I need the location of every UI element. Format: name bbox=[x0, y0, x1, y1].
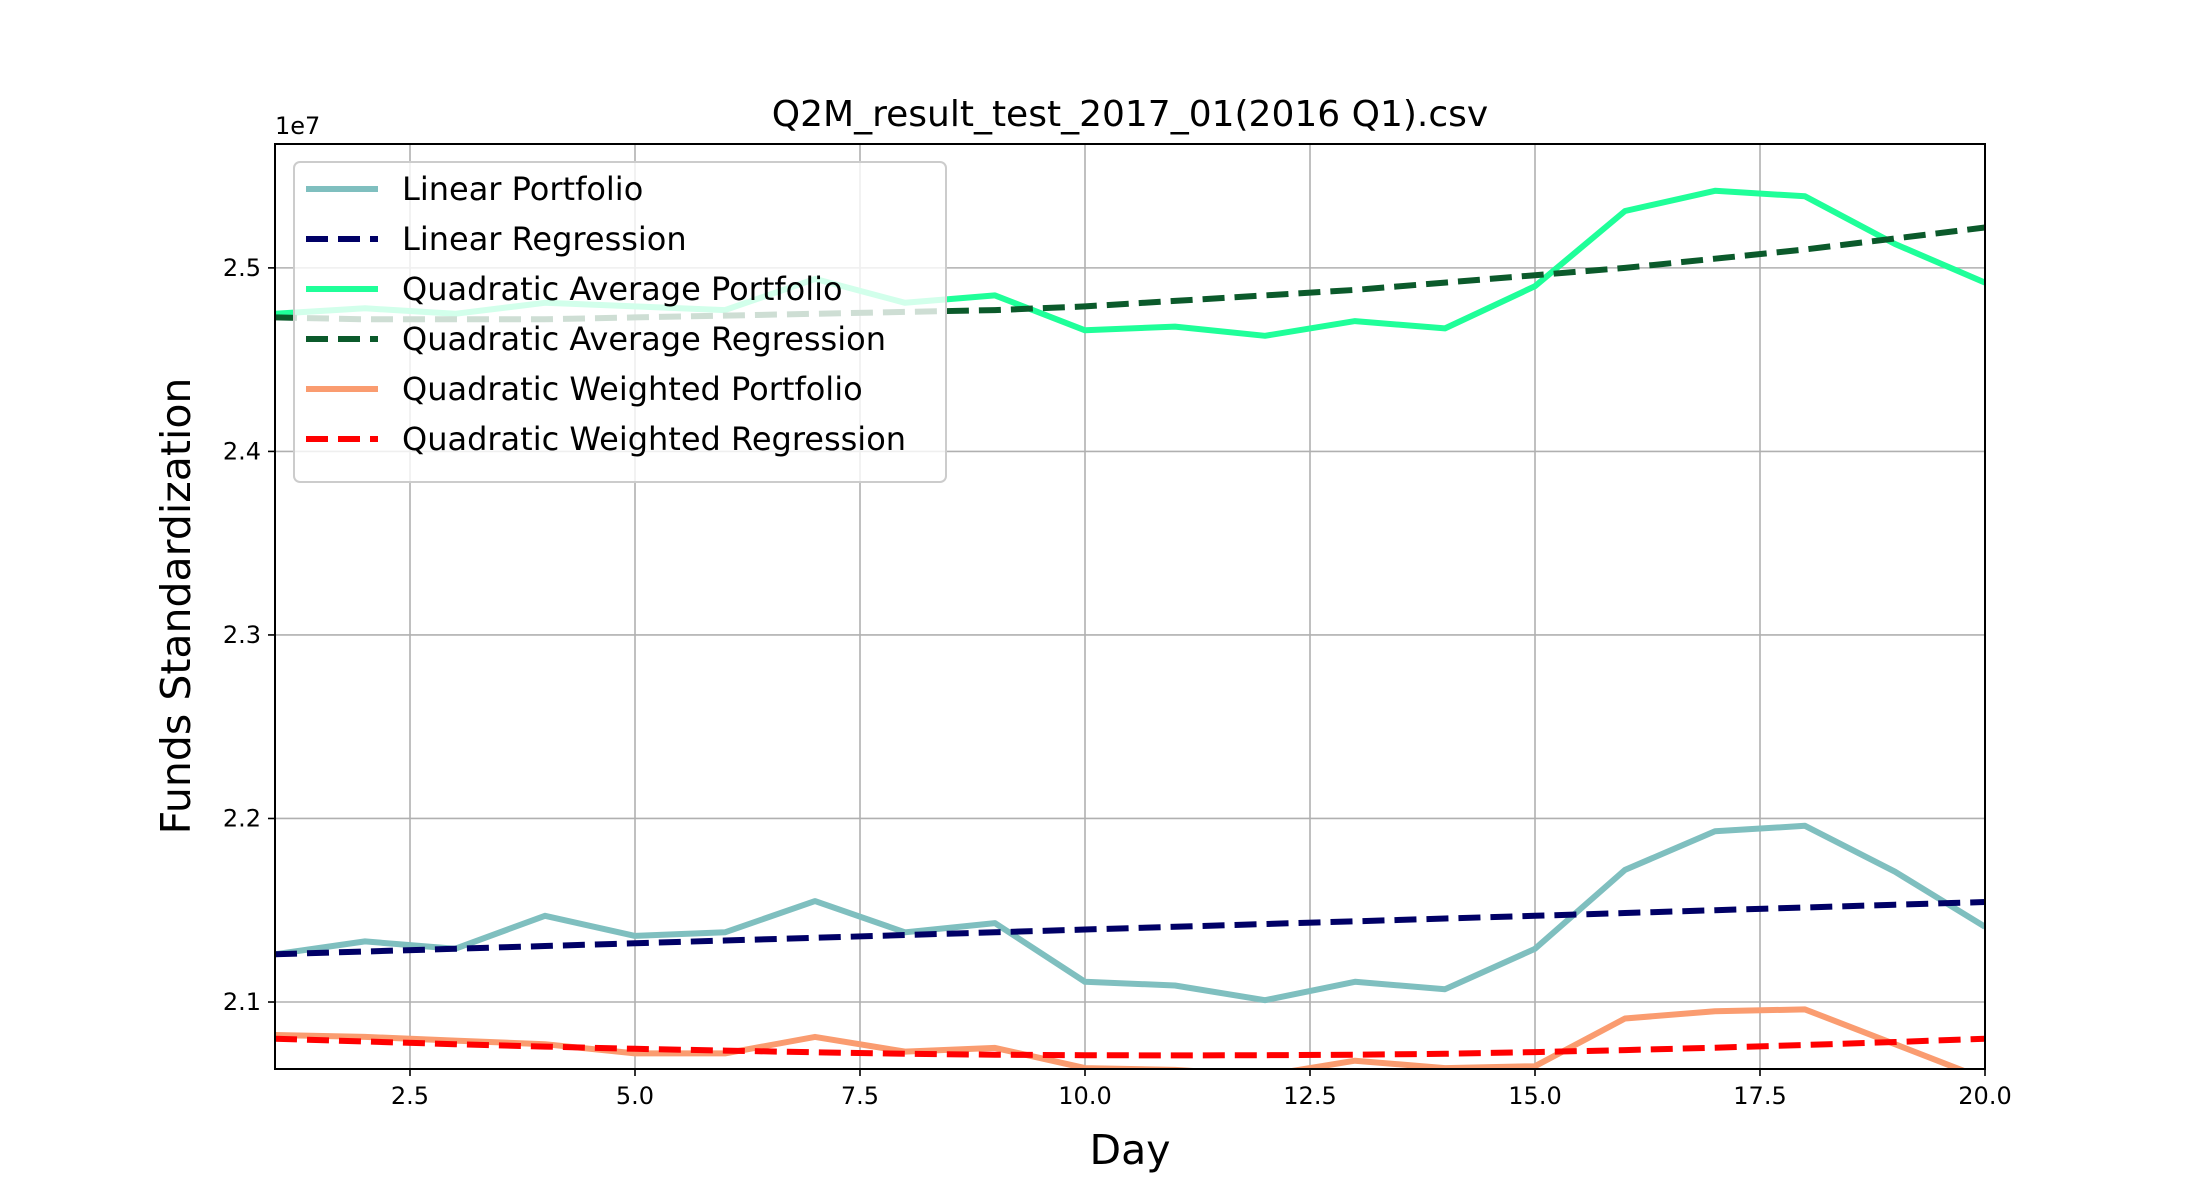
x-tick-label: 20.0 bbox=[1958, 1082, 2011, 1110]
y-axis-offset-label: 1e7 bbox=[275, 112, 320, 140]
x-axis-label: Day bbox=[1090, 1126, 1171, 1174]
x-tick-label: 15.0 bbox=[1508, 1082, 1561, 1110]
x-tick-label: 5.0 bbox=[616, 1082, 654, 1110]
chart-title: Q2M_result_test_2017_01(2016 Q1).csv bbox=[772, 94, 1488, 135]
axis-ticks: 2.5 5.0 7.5 10.0 12.5 15.0 17.5 20.0 2.1 2.2 2.3 2.… bbox=[223, 254, 2012, 1110]
quadratic-weighted-regression-line bbox=[275, 1035, 1985, 1059]
x-tick-label: 17.5 bbox=[1733, 1082, 1786, 1110]
y-tick-label: 2.4 bbox=[223, 437, 261, 465]
legend-label-quadratic-average-regression: Quadratic Average Regression bbox=[402, 320, 886, 358]
legend-label-quadratic-average-portfolio: Quadratic Average Portfolio bbox=[402, 270, 843, 308]
x-tick-label: 10.0 bbox=[1058, 1082, 1111, 1110]
legend-label-quadratic-weighted-regression: Quadratic Weighted Regression bbox=[402, 420, 906, 458]
quadratic-average-regression-line bbox=[275, 224, 1985, 323]
plot-frame bbox=[274, 143, 1986, 1070]
legend-box bbox=[293, 161, 947, 483]
x-tick-label: 7.5 bbox=[841, 1082, 879, 1110]
legend-label-linear-portfolio: Linear Portfolio bbox=[402, 170, 643, 208]
quadratic-weighted-portfolio-line bbox=[275, 1006, 1968, 1069]
x-tick-label: 2.5 bbox=[391, 1082, 429, 1110]
y-tick-label: 2.5 bbox=[223, 254, 261, 282]
linear-portfolio-line bbox=[275, 822, 1985, 1004]
legend: Linear Portfolio Linear Regression Quadrat… bbox=[293, 161, 947, 483]
y-tick-label: 2.1 bbox=[223, 988, 261, 1016]
legend-label-quadratic-weighted-portfolio: Quadratic Weighted Portfolio bbox=[402, 370, 863, 408]
x-tick-label: 12.5 bbox=[1283, 1082, 1336, 1110]
y-tick-label: 2.2 bbox=[223, 804, 261, 832]
y-tick-label: 2.3 bbox=[223, 621, 261, 649]
linear-regression-line bbox=[275, 899, 1985, 958]
legend-label-linear-regression: Linear Regression bbox=[402, 220, 687, 258]
y-axis-label: Funds Standardization bbox=[152, 378, 200, 835]
